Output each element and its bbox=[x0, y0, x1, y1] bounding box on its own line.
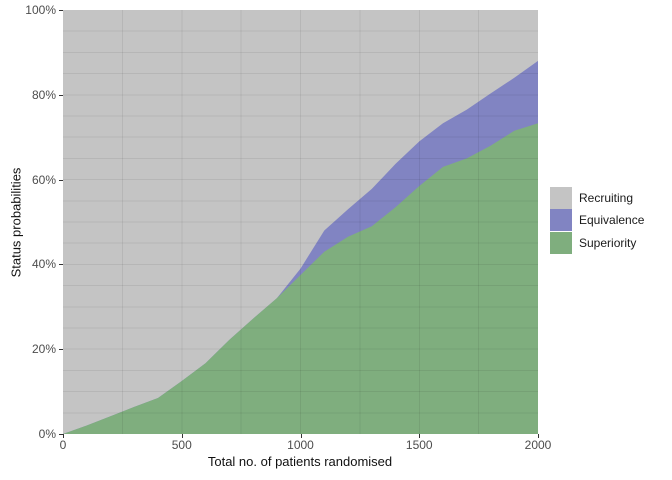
y-tick-label: 80% bbox=[31, 87, 56, 102]
superiority-area bbox=[63, 123, 538, 434]
x-tick-mark bbox=[538, 434, 539, 438]
x-tick-label: 1000 bbox=[287, 438, 314, 452]
x-tick-label: 500 bbox=[171, 438, 192, 452]
y-tick-mark bbox=[59, 264, 63, 266]
x-tick-mark bbox=[181, 434, 183, 438]
y-tick-mark bbox=[59, 349, 63, 351]
legend-item-recruiting: Recruiting bbox=[550, 187, 644, 210]
legend-label-superiority: Superiority bbox=[579, 235, 637, 250]
y-tick-mark bbox=[59, 10, 63, 11]
legend-swatch-equivalence bbox=[550, 209, 572, 232]
legend-item-superiority: Superiority bbox=[550, 231, 644, 254]
x-tick-label: 1500 bbox=[405, 438, 433, 452]
legend-swatch-superiority bbox=[550, 231, 572, 254]
y-axis-title: Status probabilities bbox=[7, 10, 25, 434]
y-tick-label: 100% bbox=[25, 3, 56, 17]
x-tick-mark bbox=[419, 434, 421, 438]
y-tick-label: 60% bbox=[31, 172, 56, 187]
legend-item-equivalence: Equivalence bbox=[550, 209, 645, 232]
legend: Recruiting Equivalence Superiority bbox=[550, 187, 644, 254]
y-tick-mark bbox=[59, 179, 63, 181]
legend-label-equivalence: Equivalence bbox=[579, 213, 645, 228]
y-tick-label: 40% bbox=[31, 257, 56, 272]
y-tick-label: 0% bbox=[38, 427, 56, 441]
legend-label-recruiting: Recruiting bbox=[579, 191, 634, 206]
x-tick-mark bbox=[300, 434, 302, 438]
x-tick-label: 2000 bbox=[524, 438, 552, 452]
stacked-area-plot bbox=[63, 10, 538, 434]
x-axis-title: Total no. of patients randomised bbox=[207, 454, 393, 469]
legend-swatch-recruiting bbox=[550, 187, 572, 210]
y-tick-mark bbox=[59, 434, 63, 435]
y-tick-mark bbox=[59, 94, 63, 96]
y-tick-label: 20% bbox=[31, 342, 56, 357]
x-tick-label: 0 bbox=[59, 438, 67, 452]
x-tick-mark bbox=[63, 434, 64, 438]
